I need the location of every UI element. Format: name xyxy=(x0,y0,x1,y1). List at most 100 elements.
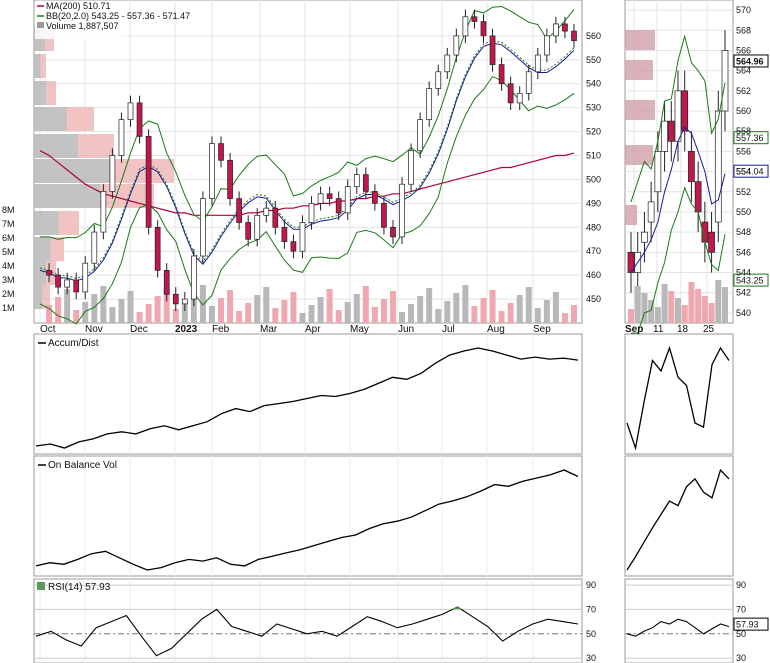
volume-profile-bar-up xyxy=(40,54,46,78)
zoom-volume-bar xyxy=(715,280,722,323)
volume-profile-bar-up xyxy=(67,107,94,131)
volume-bar xyxy=(272,308,279,323)
candle-body xyxy=(82,262,89,293)
bb-middle-line xyxy=(39,40,575,280)
legend-volume: Volume 1,887,507 xyxy=(46,21,119,31)
candle-body xyxy=(571,30,577,42)
ma200-line xyxy=(39,150,575,216)
candle-body xyxy=(127,102,134,120)
candle-body xyxy=(444,54,451,73)
volume-bar xyxy=(317,297,324,323)
price-candles xyxy=(46,9,577,312)
volume-bar xyxy=(498,311,505,323)
volume-bar xyxy=(145,304,152,323)
zoom-bb-upper-line xyxy=(630,34,726,203)
volume-bar xyxy=(281,300,288,323)
zoom-bb-lower-line xyxy=(631,186,726,334)
volume-bar xyxy=(480,298,487,323)
zoom-value-label: 557.36 xyxy=(736,133,764,143)
zoom-candle-body xyxy=(681,90,689,132)
candle-body xyxy=(381,203,387,228)
candle-body xyxy=(525,71,532,94)
volume-tick: 3M xyxy=(2,275,15,285)
zoom-candle-body xyxy=(714,110,722,223)
volume-profile-bar-down xyxy=(34,107,67,131)
candle-body xyxy=(507,83,514,104)
volume-profile-bar-up xyxy=(58,211,79,235)
volume-bar xyxy=(109,307,116,323)
main-y-tick: 550 xyxy=(586,55,601,65)
zoom-ma-line xyxy=(630,126,726,273)
candle-body xyxy=(516,92,523,104)
main-y-tick: 520 xyxy=(586,127,601,137)
candle-body xyxy=(145,136,152,228)
candle-body xyxy=(100,191,107,233)
volume-bar xyxy=(308,305,315,323)
volume-tick: 8M xyxy=(2,205,15,215)
zoom-x-tick: 18 xyxy=(677,324,689,335)
zoom-obv-panel xyxy=(624,455,734,577)
candle-body xyxy=(471,16,478,22)
volume-bar xyxy=(245,303,252,323)
volume-bar xyxy=(344,302,351,323)
volume-by-price-bars xyxy=(34,27,174,309)
volume-bar xyxy=(462,285,469,323)
volume-profile-bar-down xyxy=(34,211,59,235)
zoom-volume-profile-bar xyxy=(625,30,655,50)
candle-body xyxy=(209,143,215,199)
zoom-rsi-panel xyxy=(624,578,734,663)
axis-ticks: 450 460 470 480 490 500 510 520 530 540 550 560 1M 2M… xyxy=(2,5,751,663)
candle-body xyxy=(109,155,116,192)
candle-body xyxy=(426,88,433,120)
zoom-value-label: 543.25 xyxy=(736,276,764,286)
volume-bar xyxy=(543,300,550,323)
x-tick: Aug xyxy=(487,324,505,335)
volume-profile-bar-down xyxy=(34,134,78,158)
zoom-volume-bar xyxy=(654,307,661,323)
zoom-value-label: 564.96 xyxy=(736,56,764,66)
zoom-candle-body xyxy=(641,231,648,243)
main-y-tick: 480 xyxy=(586,222,601,232)
candle-body xyxy=(154,226,161,271)
zoom-accum-dist-panel xyxy=(624,333,734,455)
zoom-volume-bar xyxy=(675,298,681,323)
candle-body xyxy=(191,255,197,300)
zoom-volume-profile-bar xyxy=(625,145,653,165)
main-y-tick: 460 xyxy=(586,270,601,280)
zoom-value-label-box xyxy=(733,164,769,178)
volume-tick: 5M xyxy=(2,247,15,257)
zoom-y-tick: 548 xyxy=(736,227,751,237)
zoom-x-tick: Sep xyxy=(625,324,643,335)
volume-profile-bar-down xyxy=(34,261,47,285)
candle-body xyxy=(489,35,496,65)
volume-bar xyxy=(552,292,559,323)
zoom-volume-bar xyxy=(648,300,655,323)
candle-body xyxy=(254,214,261,240)
zoom-candle-body xyxy=(627,251,635,273)
legend-volume-swatch xyxy=(37,22,44,28)
zoom-y-tick: 550 xyxy=(736,207,751,217)
volume-bar xyxy=(489,290,496,323)
zoom-volume-bar xyxy=(641,293,648,323)
volume-profile-bar-up xyxy=(111,159,174,183)
main-indicator-lines xyxy=(39,5,575,325)
obv-panel xyxy=(33,455,583,577)
zoom-volume-profile-bar xyxy=(625,205,637,225)
rsi-swatch xyxy=(37,582,45,590)
candle-body xyxy=(55,274,61,288)
zoom-value-label-box xyxy=(733,131,769,145)
zoom-value-label-box xyxy=(733,273,769,287)
volume-bar xyxy=(561,313,568,323)
volume-bar xyxy=(82,302,89,323)
accum-dist-line xyxy=(35,347,579,449)
volume-profile-bar-up xyxy=(42,285,50,309)
rsi-value-box xyxy=(733,617,769,631)
candle-body xyxy=(281,226,288,243)
zoom-candle-body xyxy=(654,151,662,193)
x-tick: Jul xyxy=(442,324,455,335)
zoom-y-tick: 566 xyxy=(736,45,751,55)
candle-body xyxy=(200,198,206,257)
main-y-tick: 540 xyxy=(586,79,601,89)
x-tick: Apr xyxy=(305,324,321,335)
zoom-value-label: 554.04 xyxy=(736,167,764,177)
